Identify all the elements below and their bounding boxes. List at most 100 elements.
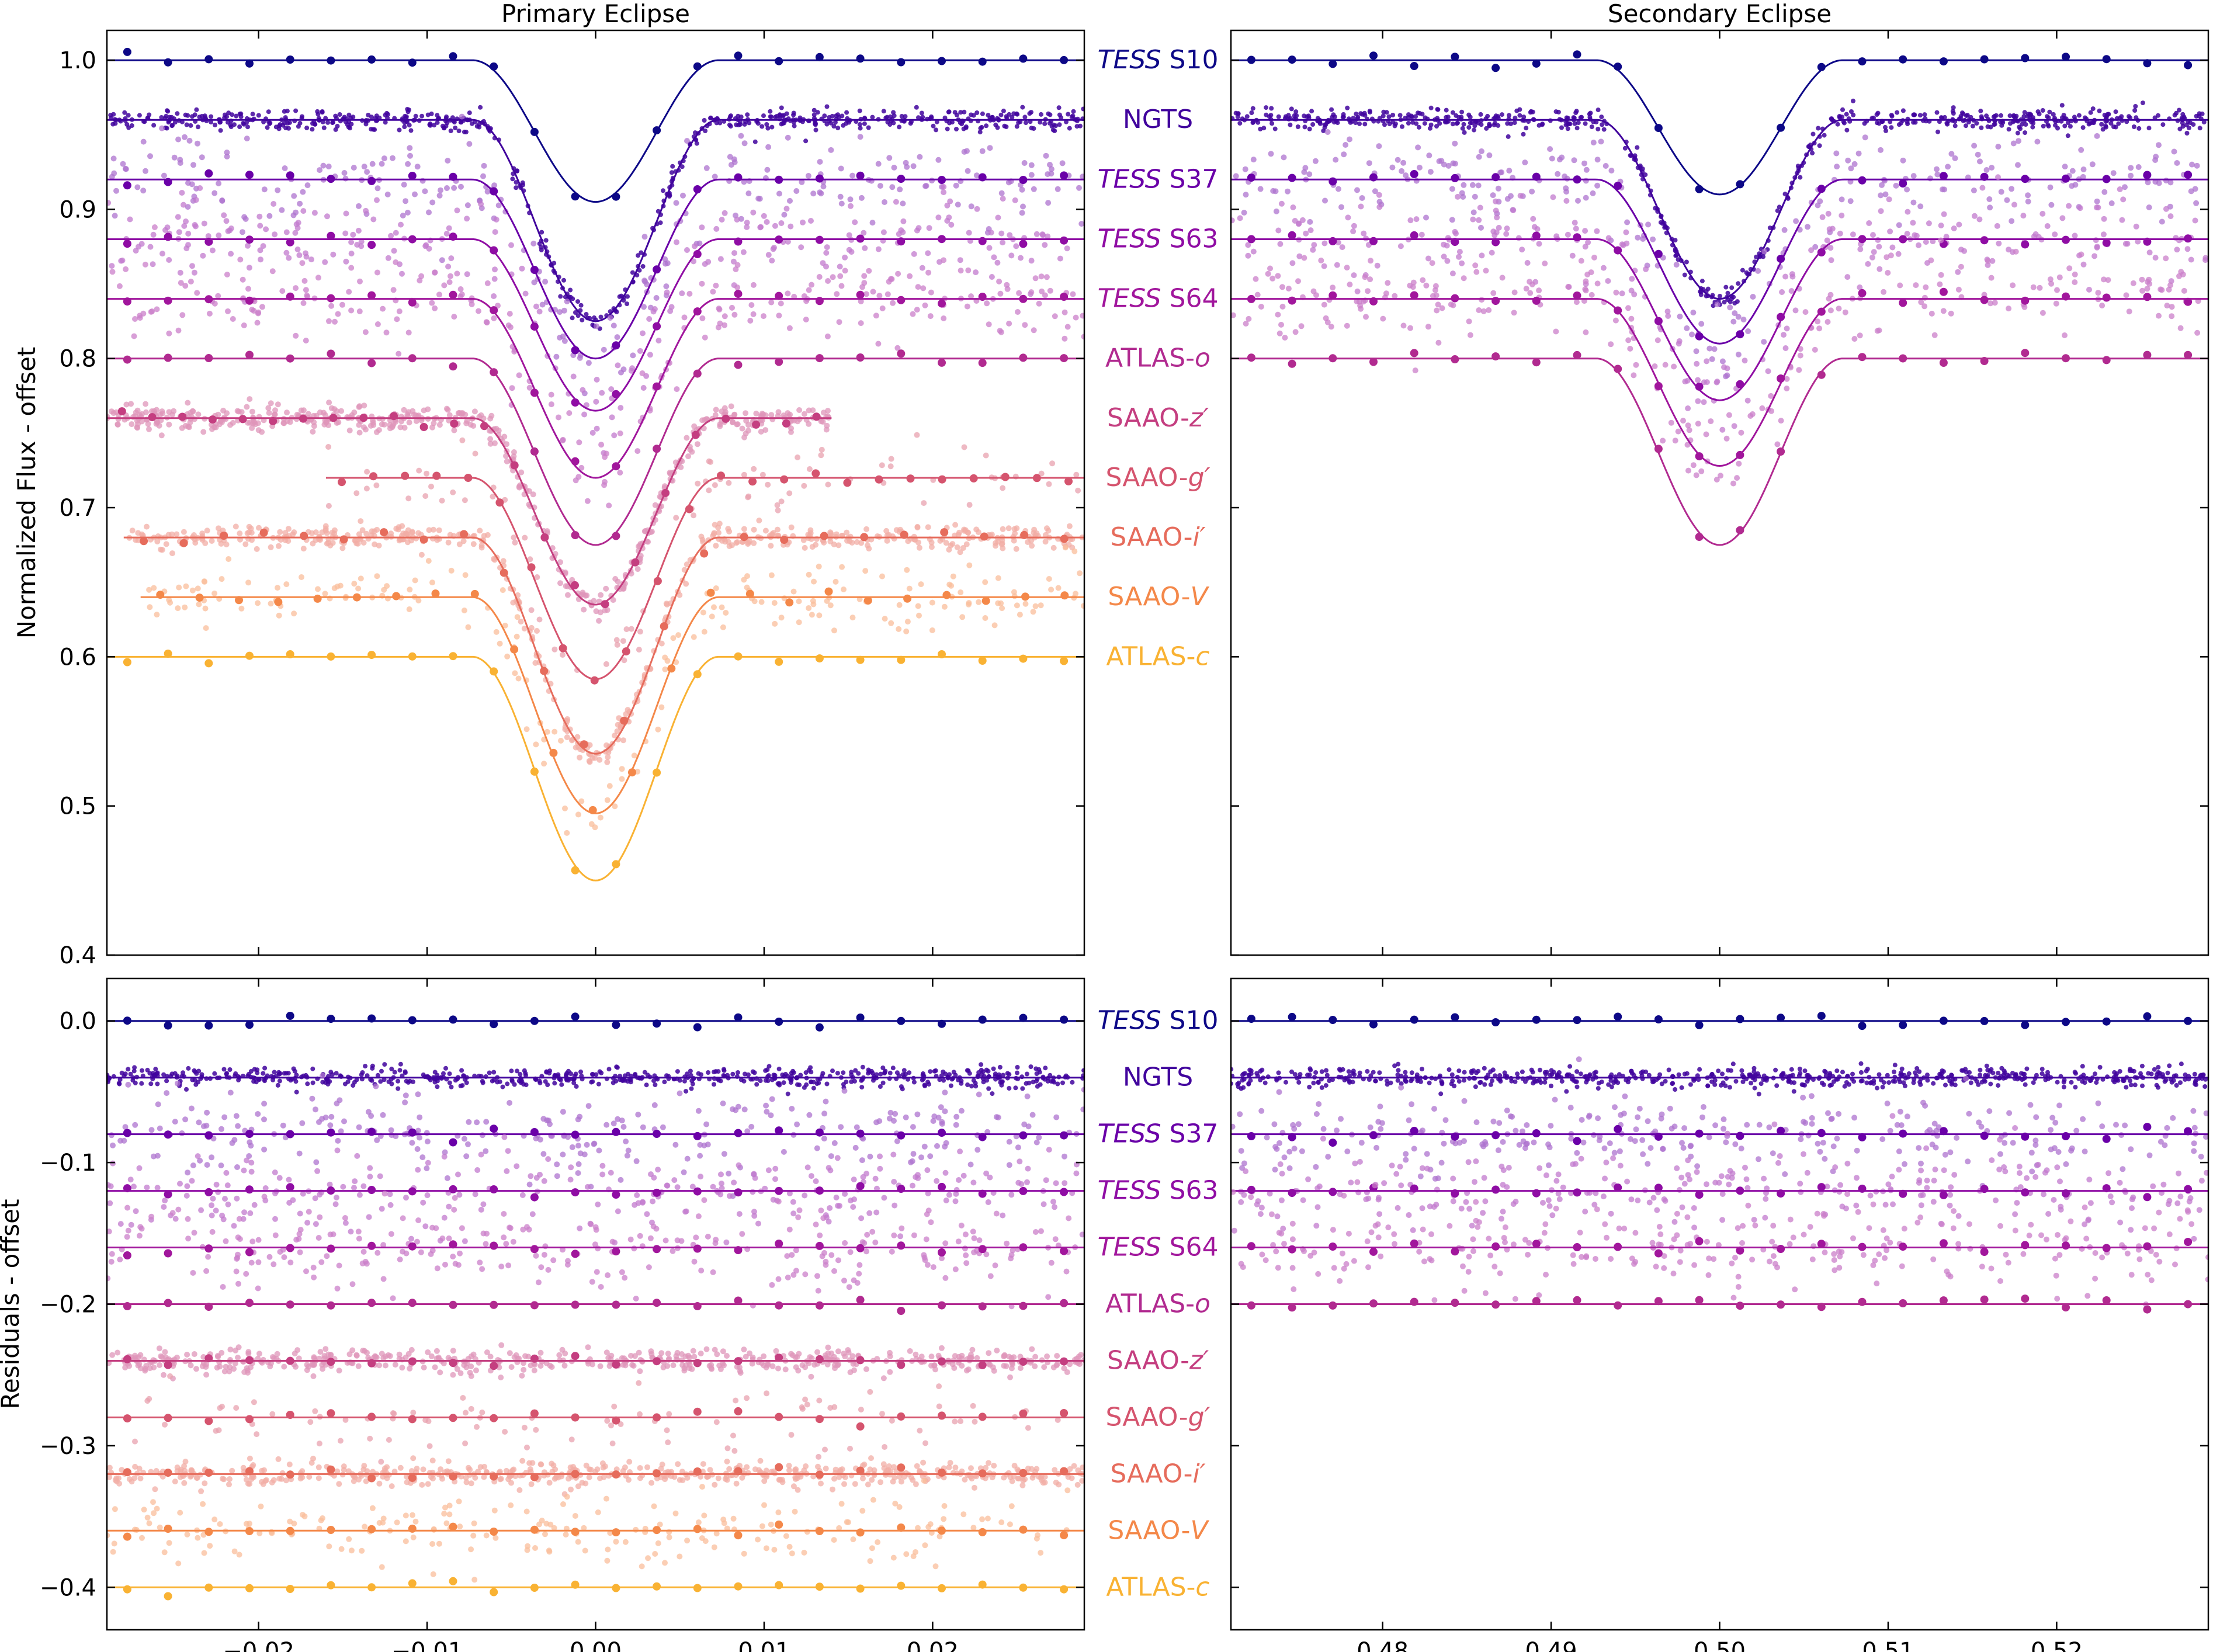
data-point xyxy=(341,170,348,176)
data-point xyxy=(1420,277,1426,283)
binned-point xyxy=(245,651,254,660)
data-point xyxy=(1510,207,1517,213)
axes-frame xyxy=(1230,29,2209,956)
data-point xyxy=(1078,221,1084,227)
data-point xyxy=(764,219,770,225)
data-point xyxy=(810,190,817,197)
data-point xyxy=(596,1081,601,1087)
data-point xyxy=(123,166,129,172)
data-point xyxy=(1469,182,1476,188)
data-point xyxy=(1652,363,1658,369)
data-point xyxy=(640,264,646,269)
data-point xyxy=(1374,262,1380,269)
data-point xyxy=(1050,544,1057,551)
data-point xyxy=(359,527,366,533)
data-point xyxy=(2177,325,2184,331)
data-point xyxy=(237,112,242,117)
data-point xyxy=(914,227,920,234)
data-point xyxy=(1600,265,1607,271)
data-point xyxy=(836,319,842,325)
data-point xyxy=(1491,232,1498,238)
data-point xyxy=(603,450,609,457)
binned-point xyxy=(938,299,946,308)
data-point xyxy=(1452,140,1458,147)
data-point xyxy=(1441,254,1447,260)
data-point xyxy=(2051,112,2056,117)
series-TESS S10 xyxy=(107,1012,1084,1032)
data-point xyxy=(1504,225,1510,231)
data-point xyxy=(1505,121,1510,126)
data-point xyxy=(1231,217,1235,224)
series-TESS S64 xyxy=(107,224,1084,509)
data-point xyxy=(601,346,607,353)
data-point xyxy=(931,123,936,129)
data-point xyxy=(838,165,844,172)
data-point xyxy=(515,168,519,173)
data-point xyxy=(564,734,570,741)
data-point xyxy=(1466,318,1472,325)
data-point xyxy=(887,276,894,282)
data-point xyxy=(1250,248,1257,255)
data-point xyxy=(335,311,341,317)
data-point xyxy=(1048,586,1055,593)
data-point xyxy=(1005,525,1012,532)
data-point xyxy=(837,263,843,270)
data-point xyxy=(941,315,947,321)
data-point xyxy=(653,295,660,301)
data-point xyxy=(954,112,959,117)
data-point xyxy=(509,1068,514,1074)
data-point xyxy=(1517,113,1522,118)
data-point xyxy=(356,531,362,537)
data-point xyxy=(1759,405,1765,411)
data-point xyxy=(462,497,468,504)
data-point xyxy=(254,546,260,552)
data-point xyxy=(1971,143,1978,149)
data-point xyxy=(226,120,230,125)
data-point xyxy=(1071,548,1078,554)
data-point xyxy=(809,612,815,618)
data-point xyxy=(363,530,370,537)
data-point xyxy=(362,329,369,335)
data-point xyxy=(1542,261,1548,266)
data-point xyxy=(519,265,525,272)
data-point xyxy=(1406,120,1411,126)
data-point xyxy=(453,126,458,130)
series-TESS S37 xyxy=(1231,129,2208,380)
data-point xyxy=(507,311,513,317)
data-point xyxy=(2053,123,2058,128)
data-point xyxy=(720,624,726,630)
data-point xyxy=(1995,174,2001,181)
data-point xyxy=(935,214,942,221)
data-point xyxy=(1472,127,1476,133)
data-point xyxy=(385,255,391,261)
data-point xyxy=(1444,258,1451,264)
data-point xyxy=(1437,121,1442,126)
data-point xyxy=(342,230,349,237)
data-point xyxy=(822,113,827,119)
data-point xyxy=(1619,241,1625,248)
data-point xyxy=(132,1065,137,1070)
data-point xyxy=(1881,289,1887,295)
data-point xyxy=(891,164,897,171)
data-point xyxy=(317,409,323,415)
data-point xyxy=(1357,121,1362,126)
data-point xyxy=(888,620,894,626)
data-point xyxy=(211,300,218,307)
data-point xyxy=(202,113,207,119)
data-point xyxy=(369,161,376,167)
data-point xyxy=(464,202,471,209)
data-point xyxy=(1081,106,1084,112)
data-point xyxy=(220,407,227,414)
data-point xyxy=(762,527,769,534)
data-point xyxy=(925,250,931,256)
data-point xyxy=(904,619,911,625)
series-NGTS xyxy=(107,104,1084,331)
series-TESS S37 xyxy=(107,113,1084,397)
data-point xyxy=(514,180,519,185)
data-point xyxy=(405,107,410,112)
data-point xyxy=(1450,122,1455,127)
data-point xyxy=(893,199,899,205)
data-point xyxy=(2100,231,2107,238)
data-point xyxy=(1042,242,1048,248)
data-point xyxy=(900,200,906,207)
